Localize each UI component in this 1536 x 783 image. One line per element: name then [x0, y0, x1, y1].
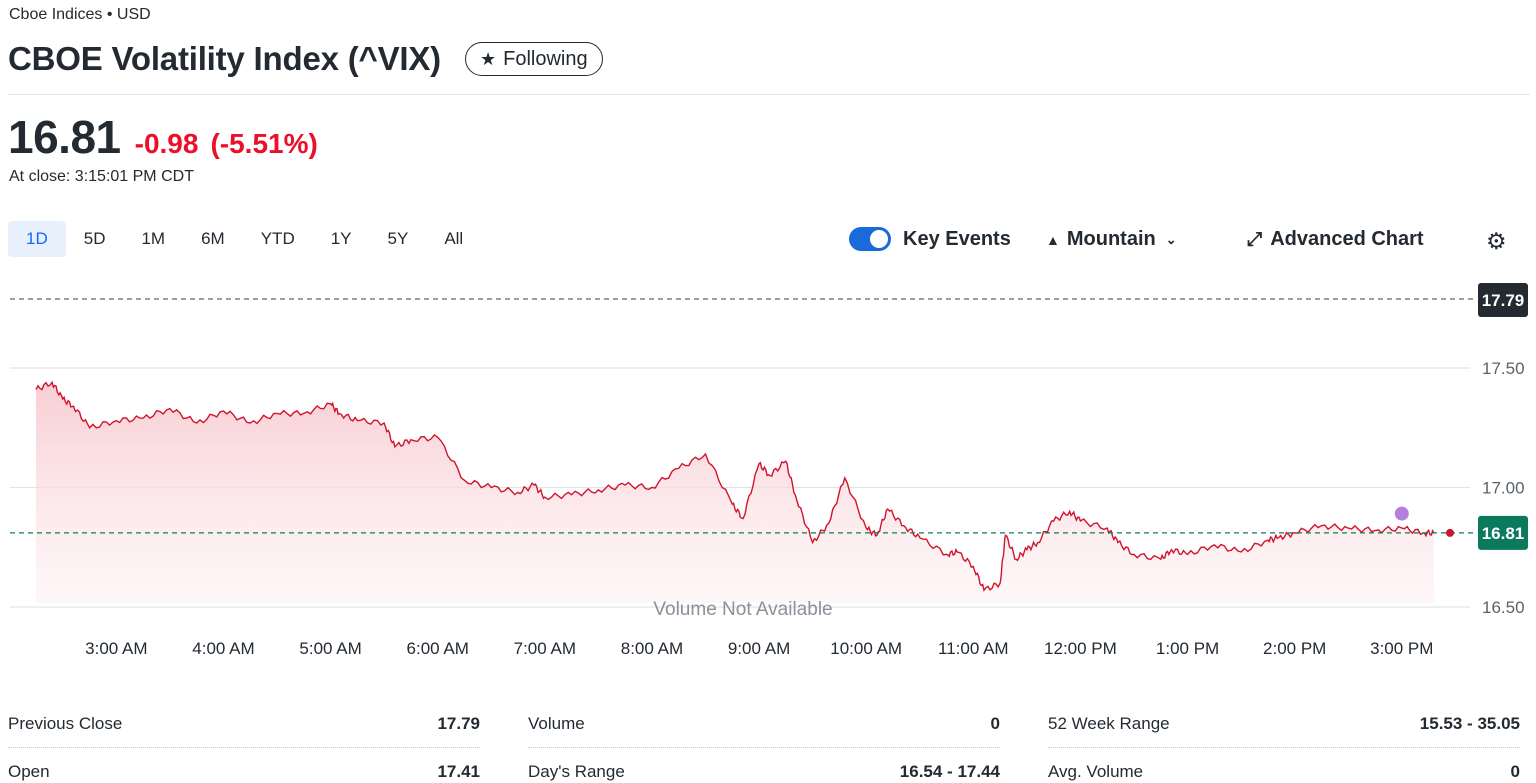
- stat-row: Previous Close 17.79: [8, 700, 480, 748]
- price-change: -0.98: [134, 128, 199, 159]
- y-tick-label: 16.50: [1482, 598, 1525, 617]
- stat-value: 17.41: [437, 761, 480, 781]
- stat-label: Previous Close: [8, 713, 123, 733]
- stat-label: 52 Week Range: [1048, 713, 1170, 733]
- area-fill: [36, 382, 1434, 603]
- mountain-icon: ▲: [1046, 231, 1060, 248]
- price-line: [35, 380, 1435, 592]
- stat-label: Volume: [528, 713, 585, 733]
- stat-row: Open 17.41: [8, 748, 480, 783]
- range-tab-1y[interactable]: 1Y: [330, 229, 352, 248]
- stat-value: 0: [1510, 761, 1520, 781]
- chart-type-dropdown[interactable]: ▲ Mountain ⌄: [1046, 228, 1177, 251]
- expand-icon: ⤢: [1247, 228, 1263, 250]
- x-tick-label: 8:00 AM: [621, 639, 683, 658]
- following-button[interactable]: ★ Following: [464, 42, 603, 76]
- y-tick-label: 17.00: [1482, 479, 1525, 498]
- previous-close-label: 17.79: [1482, 291, 1525, 310]
- x-tick-label: 5:00 AM: [299, 639, 361, 658]
- key-events-label: Key Events: [903, 227, 1011, 250]
- price-change-percent: (-5.51%): [210, 128, 318, 159]
- x-tick-label: 2:00 PM: [1263, 639, 1326, 658]
- quote-price-row: 16.81 -0.98 (-5.51%): [8, 110, 318, 164]
- range-tab-6m[interactable]: 6M: [201, 229, 225, 248]
- gear-icon[interactable]: ⚙: [1486, 228, 1507, 254]
- x-tick-label: 11:00 AM: [938, 639, 1009, 658]
- last-price-label: 16.81: [1482, 524, 1525, 543]
- key-events-control[interactable]: Key Events: [849, 227, 1011, 251]
- range-tab-1m[interactable]: 1M: [141, 229, 166, 248]
- stats-column: Previous Close 17.79 Open 17.41: [8, 700, 480, 783]
- following-label: Following: [503, 47, 588, 70]
- range-tab-5d[interactable]: 5D: [83, 229, 106, 248]
- x-tick-label: 10:00 AM: [830, 639, 902, 658]
- chevron-down-icon: ⌄: [1165, 231, 1177, 247]
- last-price-badge: [1478, 515, 1528, 550]
- x-tick-label: 3:00 AM: [85, 639, 147, 658]
- stat-row: Day's Range 16.54 - 17.44: [528, 748, 1000, 783]
- stat-value: 17.79: [437, 713, 480, 733]
- time-range-selector: 1D 5D 1M 6M YTD 1Y 5Y All: [8, 221, 481, 257]
- previous-close-badge: [1478, 283, 1528, 317]
- star-icon: ★: [479, 48, 497, 69]
- key-events-toggle[interactable]: [849, 227, 891, 251]
- y-tick-label: 17.50: [1482, 359, 1525, 378]
- x-tick-label: 1:00 PM: [1156, 639, 1219, 658]
- close-timestamp: At close: 3:15:01 PM CDT: [9, 168, 194, 185]
- stats-column: 52 Week Range 15.53 - 35.05 Avg. Volume 0: [1048, 700, 1520, 783]
- stat-label: Open: [8, 761, 50, 781]
- exchange-label: Cboe Indices • USD: [9, 6, 151, 23]
- x-tick-label: 7:00 AM: [514, 639, 576, 658]
- stat-label: Avg. Volume: [1048, 761, 1144, 781]
- stat-value: 0: [990, 713, 1000, 733]
- header-divider: [8, 94, 1530, 95]
- stat-row: Avg. Volume 0: [1048, 748, 1520, 783]
- advanced-chart-label: Advanced Chart: [1270, 228, 1424, 250]
- last-point-dot: [1446, 528, 1454, 537]
- title-row: CBOE Volatility Index (^VIX) ★ Following: [8, 40, 603, 78]
- x-tick-label: 12:00 PM: [1044, 639, 1117, 658]
- advanced-chart-button[interactable]: ⤢ Advanced Chart: [1247, 228, 1424, 251]
- stat-value: 16.54 - 17.44: [899, 761, 1000, 781]
- stat-row: Volume 0: [528, 700, 1000, 748]
- chart-type-label: Mountain: [1066, 228, 1156, 250]
- x-tick-label: 4:00 AM: [192, 639, 254, 658]
- stat-row: 52 Week Range 15.53 - 35.05: [1048, 700, 1520, 748]
- x-tick-label: 9:00 AM: [728, 639, 790, 658]
- range-tab-5y[interactable]: 5Y: [387, 229, 409, 248]
- price-chart[interactable]: 17.50 17.00 16.50 3:00 AM 4:00 AM 5:00 AM 6:00…: [0, 268, 1536, 680]
- range-tab-all[interactable]: All: [444, 229, 464, 248]
- range-tab-ytd[interactable]: YTD: [260, 229, 295, 248]
- toggle-knob: [870, 230, 888, 248]
- current-price: 16.81: [8, 111, 121, 163]
- key-event-marker[interactable]: [1394, 506, 1409, 521]
- x-tick-label: 3:00 PM: [1370, 639, 1433, 658]
- page-title: CBOE Volatility Index (^VIX): [8, 40, 441, 77]
- stats-column: Volume 0 Day's Range 16.54 - 17.44: [528, 700, 1000, 783]
- x-tick-label: 6:00 AM: [407, 639, 469, 658]
- stat-value: 15.53 - 35.05: [1419, 713, 1520, 733]
- range-tab-1d[interactable]: 1D: [8, 221, 66, 257]
- stat-label: Day's Range: [528, 761, 625, 781]
- volume-not-available-label: Volume Not Available: [653, 599, 832, 620]
